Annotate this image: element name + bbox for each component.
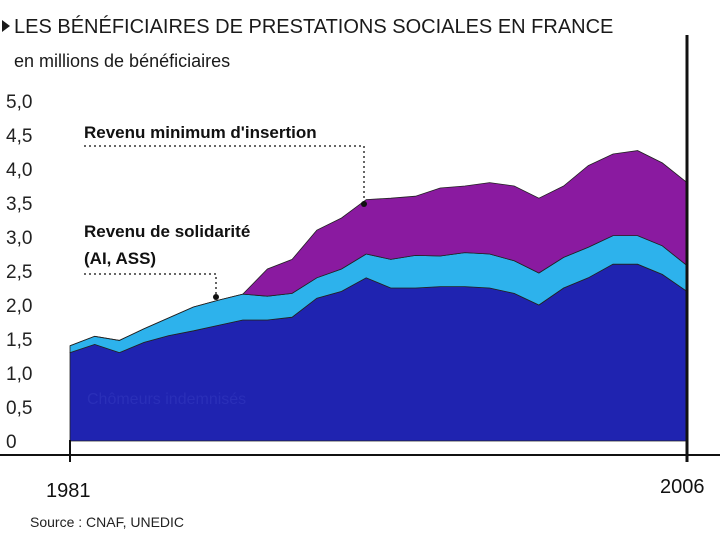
y-tick-label: 3,5 <box>6 194 32 215</box>
x-tick-label-1981: 1981 <box>46 480 91 502</box>
source-note: Source : CNAF, UNEDIC <box>30 514 184 530</box>
legend-leader-rmi <box>84 145 365 204</box>
legend-marker-solidarite <box>213 294 219 300</box>
legend-leader-solidarite <box>84 273 217 297</box>
y-tick-label: 2,0 <box>6 296 32 317</box>
x-tick-label-2006: 2006 <box>660 476 705 498</box>
y-tick-label: 3,0 <box>6 228 32 249</box>
legend-label-solidarite-line1: Revenu de solidarité <box>84 222 250 241</box>
y-tick-label: 4,5 <box>6 126 32 147</box>
title-bullet-icon <box>2 20 10 32</box>
legend-marker-rmi <box>361 201 367 207</box>
area-series-0 <box>69 263 688 442</box>
y-tick-label: 0 <box>6 432 17 453</box>
y-axis-ticks: 0 0,5 1,0 1,5 2,0 2,5 3,0 3,5 4,0 4,5 5,0 <box>6 92 32 453</box>
legend-label-rmi: Revenu minimum d'insertion <box>84 123 317 142</box>
y-tick-label: 1,0 <box>6 364 32 385</box>
y-tick-label: 2,5 <box>6 262 32 283</box>
legend-label-solidarite-line2: (AI, ASS) <box>84 249 156 268</box>
chart-subtitle: en millions de bénéficiaires <box>14 51 230 71</box>
y-tick-label: 5,0 <box>6 92 32 113</box>
y-tick-label: 4,0 <box>6 160 32 181</box>
chart-title: LES BÉNÉFICIAIRES DE PRESTATIONS SOCIALE… <box>14 15 613 38</box>
y-tick-label: 1,5 <box>6 330 32 351</box>
y-tick-label: 0,5 <box>6 398 32 419</box>
area-layers <box>69 150 688 442</box>
legend-label-chomeurs: Chômeurs indemnisés <box>87 391 246 408</box>
